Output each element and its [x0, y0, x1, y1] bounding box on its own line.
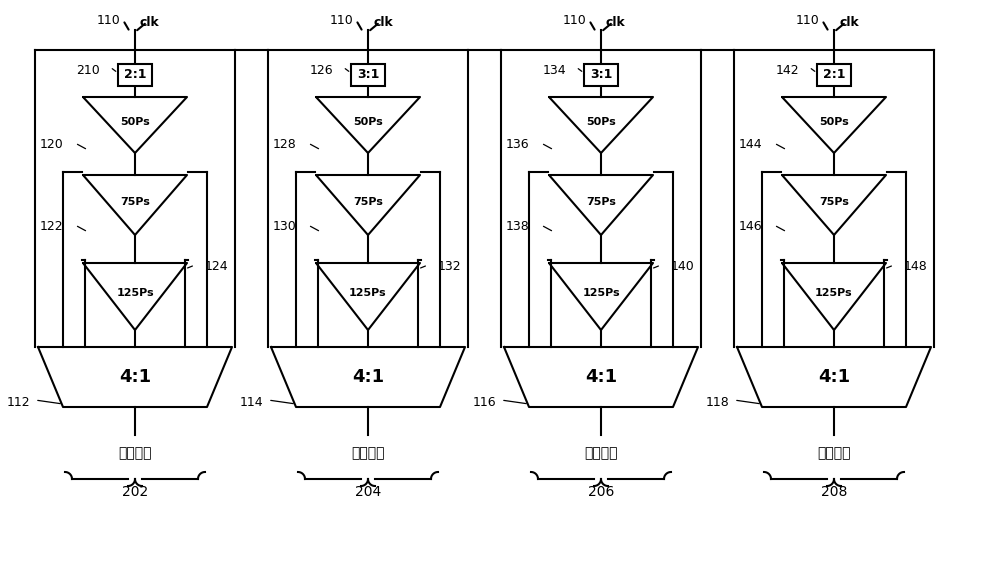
Text: 2:1: 2:1	[823, 68, 845, 82]
Text: 75Ps: 75Ps	[353, 197, 383, 207]
Text: 50Ps: 50Ps	[819, 117, 849, 127]
Text: 75Ps: 75Ps	[586, 197, 616, 207]
Text: 偏移时钟: 偏移时钟	[351, 446, 385, 460]
Text: 3:1: 3:1	[590, 68, 612, 82]
Text: 118: 118	[705, 396, 729, 408]
Text: 偏移时钟: 偏移时钟	[584, 446, 618, 460]
Text: 4:1: 4:1	[352, 368, 384, 386]
Text: 146: 146	[738, 220, 762, 233]
Text: 125Ps: 125Ps	[582, 288, 620, 298]
Text: 126: 126	[309, 64, 333, 78]
Text: 110: 110	[96, 13, 120, 26]
Text: 4:1: 4:1	[585, 368, 617, 386]
Text: 110: 110	[562, 13, 586, 26]
Text: 50Ps: 50Ps	[120, 117, 150, 127]
Text: 144: 144	[738, 139, 762, 151]
Text: 204: 204	[355, 485, 381, 499]
Text: 134: 134	[542, 64, 566, 78]
Text: 124: 124	[205, 260, 229, 274]
Text: 138: 138	[505, 220, 529, 233]
Text: 110: 110	[329, 13, 353, 26]
Text: 75Ps: 75Ps	[120, 197, 150, 207]
Text: 75Ps: 75Ps	[819, 197, 849, 207]
Text: 125Ps: 125Ps	[815, 288, 853, 298]
Text: 4:1: 4:1	[119, 368, 151, 386]
Text: clk: clk	[839, 16, 859, 29]
Text: clk: clk	[373, 16, 393, 29]
Text: 140: 140	[671, 260, 695, 274]
Text: 50Ps: 50Ps	[586, 117, 616, 127]
Text: 2:1: 2:1	[124, 68, 146, 82]
Text: 142: 142	[775, 64, 799, 78]
Text: 148: 148	[904, 260, 928, 274]
Text: 206: 206	[588, 485, 614, 499]
Text: 125Ps: 125Ps	[116, 288, 154, 298]
Text: 136: 136	[505, 139, 529, 151]
Text: 208: 208	[821, 485, 847, 499]
Text: clk: clk	[606, 16, 626, 29]
Text: 116: 116	[472, 396, 496, 408]
Text: 125Ps: 125Ps	[349, 288, 387, 298]
Text: 110: 110	[795, 13, 819, 26]
Text: 120: 120	[39, 139, 63, 151]
Bar	[817, 64, 851, 86]
Text: 202: 202	[122, 485, 148, 499]
Text: 210: 210	[76, 64, 100, 78]
Text: 132: 132	[438, 260, 462, 274]
Text: clk: clk	[140, 16, 160, 29]
Text: 114: 114	[239, 396, 263, 408]
Text: 偏移时钟: 偏移时钟	[118, 446, 152, 460]
Text: 122: 122	[39, 220, 63, 233]
Bar	[584, 64, 618, 86]
Text: 50Ps: 50Ps	[353, 117, 383, 127]
Bar	[351, 64, 385, 86]
Text: 130: 130	[272, 220, 296, 233]
Text: 128: 128	[272, 139, 296, 151]
Bar	[118, 64, 152, 86]
Text: 4:1: 4:1	[818, 368, 850, 386]
Text: 3:1: 3:1	[357, 68, 379, 82]
Text: 112: 112	[6, 396, 30, 408]
Text: 偏移时钟: 偏移时钟	[817, 446, 851, 460]
